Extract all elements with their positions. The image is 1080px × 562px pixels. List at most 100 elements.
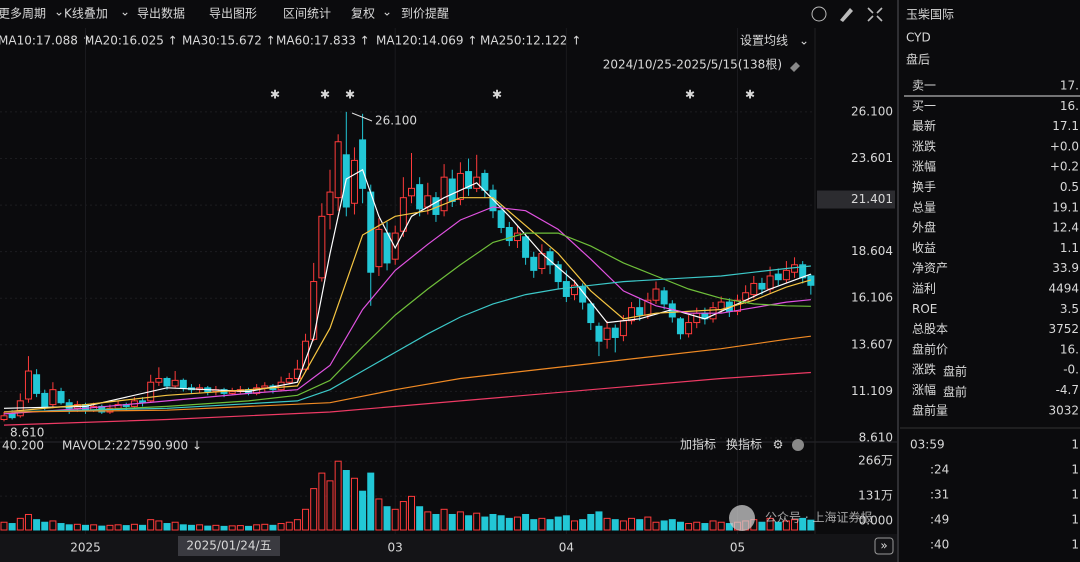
toolbar-item[interactable]: 更多周期 bbox=[0, 7, 46, 21]
candle-body bbox=[448, 178, 456, 202]
volume-bar bbox=[122, 525, 130, 531]
quote-label: 换手 bbox=[912, 180, 936, 194]
event-marker[interactable]: ✱ bbox=[685, 88, 695, 102]
stock-name: 玉柴国际 bbox=[906, 8, 954, 22]
volume-bar bbox=[277, 523, 285, 531]
x-tick-label: 03 bbox=[388, 541, 403, 555]
event-marker[interactable]: ✱ bbox=[270, 88, 280, 102]
volume-bar bbox=[603, 517, 611, 531]
volume-bar bbox=[16, 517, 24, 531]
tick-value: 1 bbox=[1071, 463, 1079, 477]
quote-label: 收益 bbox=[912, 241, 936, 255]
watermark-text: 公众号 · 上海证券报 bbox=[765, 510, 872, 525]
volume-bar bbox=[57, 523, 65, 531]
candle-body bbox=[383, 232, 391, 264]
volume-bar bbox=[261, 523, 269, 531]
scroll-button[interactable] bbox=[874, 537, 894, 555]
volume-bar bbox=[318, 472, 326, 531]
candle-body bbox=[408, 187, 415, 197]
candle-body bbox=[676, 318, 684, 335]
candle-body bbox=[603, 327, 611, 340]
candle-body bbox=[8, 413, 16, 419]
ma-legend: MA250:12.122 ↑ bbox=[480, 34, 581, 48]
volume-bar bbox=[375, 498, 383, 531]
volume-bar bbox=[554, 516, 562, 531]
candle-body bbox=[310, 281, 318, 340]
settings-icon[interactable]: ⚙ bbox=[773, 438, 784, 452]
volume-bar bbox=[562, 515, 570, 531]
quote-value: 16. bbox=[1060, 99, 1079, 113]
candle-body bbox=[33, 374, 41, 394]
tick-time: :31 bbox=[930, 488, 949, 502]
volume-bar bbox=[758, 521, 766, 531]
tick-time: :49 bbox=[930, 513, 949, 527]
quote-label: ROE bbox=[912, 302, 937, 316]
volume-bar bbox=[179, 524, 187, 531]
toolbar-item[interactable]: 区间统计 bbox=[283, 7, 331, 21]
volume-bar bbox=[171, 521, 179, 531]
event-marker[interactable]: ✱ bbox=[745, 88, 755, 102]
volume-bar bbox=[187, 524, 195, 531]
candle-body bbox=[440, 176, 448, 212]
ma-legend: MA30:15.672 ↑ bbox=[182, 34, 276, 48]
volume-bar bbox=[416, 506, 424, 531]
volume-bar bbox=[0, 521, 8, 531]
y-tick-label: 11.109 bbox=[851, 384, 893, 398]
quote-value: 16. bbox=[1060, 342, 1079, 356]
candle-body bbox=[326, 191, 334, 215]
candle-body bbox=[228, 391, 236, 394]
quote-value: 0.5 bbox=[1060, 180, 1079, 194]
dropdown-arrow: ⌄ bbox=[54, 5, 64, 19]
close-icon[interactable] bbox=[792, 439, 804, 451]
volume-bar bbox=[465, 515, 473, 531]
quote-value: 17.1 bbox=[1052, 119, 1079, 133]
volume-bar bbox=[163, 523, 171, 531]
event-marker[interactable]: ✱ bbox=[492, 88, 502, 102]
volume-bar bbox=[652, 521, 660, 531]
toolbar-item[interactable]: 导出数据 bbox=[137, 6, 185, 21]
icon-fullscreen[interactable] bbox=[867, 7, 883, 22]
pin-icon[interactable] bbox=[790, 62, 800, 72]
y-tick-label: 13.607 bbox=[851, 337, 893, 351]
ma-settings[interactable]: 设置均线 bbox=[740, 34, 788, 48]
candle-body bbox=[0, 415, 8, 420]
volume-bar bbox=[579, 519, 587, 531]
quote-value: -0. bbox=[1063, 363, 1079, 377]
volume-bar bbox=[774, 521, 782, 531]
y-tick-label: 16.106 bbox=[851, 291, 893, 305]
toolbar-item[interactable]: 导出图形 bbox=[209, 7, 257, 21]
quote-value: 3752 bbox=[1048, 322, 1079, 336]
volume-bar bbox=[676, 521, 684, 531]
quote-label: 盘前价 bbox=[912, 341, 948, 356]
volume-bar bbox=[399, 501, 407, 531]
icon-draw[interactable] bbox=[840, 8, 853, 22]
tick-value: 1 bbox=[1071, 538, 1079, 552]
volume-bar bbox=[489, 513, 497, 531]
volume-bar bbox=[253, 524, 261, 531]
toolbar-item[interactable]: 到价提醒 bbox=[401, 6, 449, 21]
x-axis-bar bbox=[0, 534, 897, 562]
candle-body bbox=[693, 312, 701, 324]
quote-value: +0.0 bbox=[1050, 139, 1079, 153]
volume-bar bbox=[522, 513, 530, 531]
candle-body bbox=[302, 340, 310, 370]
event-marker[interactable]: ✱ bbox=[345, 88, 355, 102]
switch-indicator[interactable]: 换指标 bbox=[726, 437, 762, 452]
quote-label: 外盘 bbox=[912, 220, 936, 235]
tick-time: :40 bbox=[930, 538, 949, 552]
quote-label: 涨跌 bbox=[912, 138, 936, 153]
event-marker[interactable]: ✱ bbox=[320, 88, 330, 102]
quote-value: 33.9 bbox=[1052, 261, 1079, 275]
candle-body bbox=[155, 377, 163, 383]
toolbar-item[interactable]: K线叠加 bbox=[64, 7, 108, 21]
volume-bar bbox=[481, 516, 489, 531]
quote-label: 净资产 bbox=[912, 261, 948, 275]
y-tick-label: 8.610 bbox=[859, 430, 893, 444]
ma-legend: MA120:14.069 ↑ bbox=[376, 34, 477, 48]
icon-expand[interactable] bbox=[811, 6, 827, 22]
add-indicator[interactable]: 加指标 bbox=[680, 437, 716, 452]
toolbar-item[interactable]: 复权 bbox=[351, 7, 375, 21]
volume-bar bbox=[432, 513, 440, 531]
volume-bar bbox=[701, 523, 709, 531]
